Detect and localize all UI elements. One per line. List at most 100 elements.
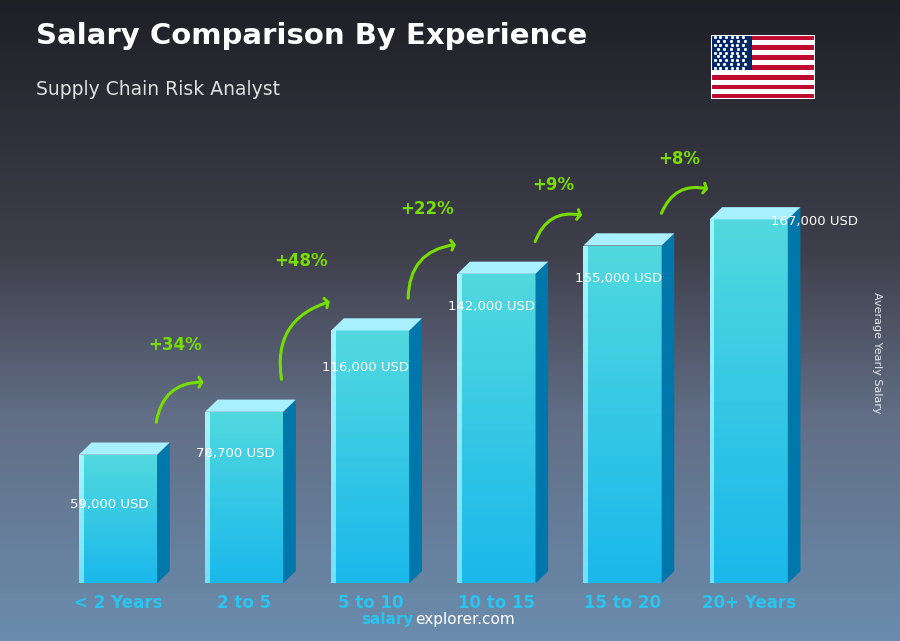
Bar	[709, 347, 788, 356]
Bar	[0, 231, 900, 234]
Bar	[457, 405, 536, 413]
Bar	[711, 60, 814, 65]
Bar	[0, 35, 900, 38]
Bar	[205, 489, 210, 497]
Bar	[457, 359, 536, 367]
Bar	[205, 489, 284, 494]
Bar	[331, 413, 410, 419]
Bar	[205, 510, 284, 515]
Bar	[0, 327, 900, 330]
Bar	[79, 467, 84, 474]
Polygon shape	[331, 319, 422, 331]
Bar	[0, 115, 900, 119]
Bar	[0, 38, 900, 42]
Bar	[709, 510, 715, 529]
Bar	[0, 599, 900, 603]
Bar	[0, 208, 900, 212]
Bar	[0, 58, 900, 61]
Polygon shape	[536, 262, 548, 583]
Bar	[711, 70, 814, 75]
Bar	[79, 570, 84, 577]
Bar	[457, 328, 536, 336]
Bar	[0, 522, 900, 526]
Bar	[331, 476, 410, 482]
Bar	[457, 421, 536, 429]
Bar	[0, 542, 900, 545]
Text: +22%: +22%	[400, 200, 454, 218]
Bar	[79, 503, 158, 506]
Bar	[457, 537, 536, 545]
Bar	[457, 336, 462, 351]
Text: 78,700 USD: 78,700 USD	[196, 447, 274, 460]
Bar	[205, 502, 284, 506]
Bar	[331, 431, 410, 438]
Bar	[709, 247, 788, 256]
Bar	[79, 506, 84, 513]
Bar	[331, 470, 410, 476]
Bar	[709, 219, 788, 228]
Bar	[0, 343, 900, 346]
Bar	[205, 420, 210, 429]
Bar	[0, 545, 900, 548]
Bar	[205, 442, 284, 446]
Bar	[457, 483, 536, 490]
Bar	[205, 494, 284, 497]
Bar	[709, 301, 788, 310]
Bar	[205, 424, 284, 429]
Bar	[0, 279, 900, 282]
Bar	[711, 90, 814, 94]
Bar	[205, 497, 284, 502]
Bar	[0, 615, 900, 619]
Bar	[0, 163, 900, 167]
Bar	[205, 480, 284, 485]
Bar	[331, 444, 410, 451]
Bar	[79, 548, 158, 551]
Bar	[711, 85, 814, 90]
Bar	[583, 465, 588, 482]
Bar	[457, 397, 536, 405]
Bar	[331, 570, 410, 577]
Bar	[0, 186, 900, 189]
Bar	[0, 10, 900, 13]
Bar	[457, 437, 536, 444]
Bar	[0, 122, 900, 125]
Bar	[711, 65, 814, 70]
Bar	[709, 238, 715, 256]
Bar	[0, 570, 900, 574]
Bar	[0, 272, 900, 276]
Bar	[79, 513, 158, 516]
Bar	[79, 470, 158, 474]
Bar	[0, 625, 900, 628]
Text: 155,000 USD: 155,000 USD	[574, 272, 662, 285]
Bar	[583, 304, 662, 313]
Bar	[0, 590, 900, 593]
Bar	[457, 382, 462, 397]
Bar	[0, 212, 900, 215]
Bar	[0, 356, 900, 359]
Bar	[0, 413, 900, 417]
Bar	[457, 498, 536, 506]
Bar	[583, 313, 662, 322]
Bar	[583, 575, 662, 583]
Bar	[79, 580, 158, 583]
Bar	[0, 497, 900, 500]
Bar	[0, 535, 900, 538]
Bar	[205, 412, 284, 416]
Bar	[0, 426, 900, 429]
Bar	[0, 635, 900, 638]
Bar	[0, 167, 900, 170]
Bar	[583, 347, 588, 363]
Bar	[331, 463, 410, 470]
Bar	[205, 472, 210, 480]
Bar	[79, 529, 158, 532]
Bar	[583, 423, 662, 431]
Bar	[709, 419, 788, 429]
Bar	[0, 131, 900, 135]
Bar	[331, 331, 410, 337]
Bar	[0, 337, 900, 340]
Bar	[0, 109, 900, 112]
Bar	[709, 492, 788, 501]
Bar	[709, 383, 715, 401]
Bar	[583, 549, 588, 567]
Bar	[79, 538, 84, 545]
